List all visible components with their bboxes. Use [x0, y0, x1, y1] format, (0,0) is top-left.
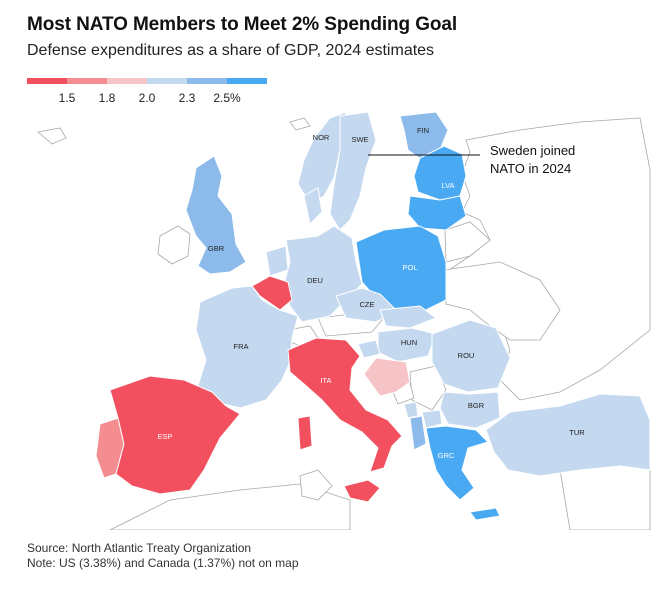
country-mne [403, 401, 419, 419]
legend-swatch-1 [27, 78, 67, 84]
legend-swatch-2 [67, 78, 107, 84]
country-ita-sicily [343, 479, 381, 503]
legend-swatch-3 [107, 78, 147, 84]
arctic-island [37, 127, 67, 145]
label-grc: GRC [438, 451, 455, 460]
north-africa-shape [109, 483, 351, 530]
label-pol: POL [402, 263, 417, 272]
country-nld [265, 245, 289, 277]
country-grc-crete [469, 507, 501, 521]
country-dnk [303, 187, 323, 226]
legend-swatch-6 [227, 78, 267, 84]
label-lva: LVA [441, 181, 454, 190]
label-swe: SWE [351, 135, 368, 144]
country-ltu [407, 195, 467, 231]
legend-tick-4: 2.3 [178, 91, 196, 105]
legend-color-bar [27, 78, 267, 84]
source-note: Source: North Atlantic Treaty Organizati… [27, 541, 252, 555]
country-rou [431, 319, 511, 393]
country-svk [379, 305, 438, 329]
non-member-countries [37, 117, 651, 530]
belarus-shape [444, 221, 491, 263]
country-bel [251, 275, 293, 311]
chart-title: Most NATO Members to Meet 2% Spending Go… [27, 14, 458, 35]
legend-tick-5: 2.5% [213, 91, 241, 105]
country-fra [195, 285, 299, 409]
middle-east-shape [559, 461, 651, 530]
europe-map: NOR SWE FIN GBR LVA POL DEU CZE FRA HUN … [37, 111, 651, 530]
country-gbr [185, 155, 247, 275]
country-swe [329, 111, 377, 231]
label-gbr: GBR [208, 244, 225, 253]
nato-countries [95, 111, 651, 521]
label-tur: TUR [569, 428, 585, 437]
legend-tick-1: 1.5 [58, 91, 76, 105]
label-bgr: BGR [468, 401, 485, 410]
country-hrv [363, 357, 411, 397]
label-rou: ROU [458, 351, 475, 360]
country-grc [425, 425, 489, 501]
label-hun: HUN [401, 338, 417, 347]
label-nor: NOR [313, 133, 330, 142]
country-ita-sardinia [297, 415, 313, 451]
country-mkd [421, 409, 443, 429]
label-fin: FIN [417, 126, 429, 135]
color-legend: 1.5 1.8 2.0 2.3 2.5% [27, 78, 267, 108]
arctic-island-2 [289, 117, 311, 131]
ukraine-shape [443, 261, 561, 341]
ireland-shape [157, 225, 191, 265]
legend-swatch-4 [147, 78, 187, 84]
tunisia-shape [299, 469, 333, 501]
label-fra: FRA [234, 342, 249, 351]
footnote: Note: US (3.38%) and Canada (1.37%) not … [27, 556, 299, 570]
country-tur [485, 393, 651, 477]
legend-swatch-5 [187, 78, 227, 84]
annotation-line-2: NATO in 2024 [490, 161, 571, 176]
country-bgr [439, 391, 501, 429]
legend-tick-3: 2.0 [138, 91, 156, 105]
country-ita [287, 337, 403, 473]
label-cze: CZE [360, 300, 375, 309]
chart-subtitle: Defense expenditures as a share of GDP, … [27, 42, 435, 59]
annotation-line-1: Sweden joined [490, 143, 575, 158]
label-deu: DEU [307, 276, 323, 285]
legend-tick-2: 1.8 [98, 91, 116, 105]
country-alb [409, 415, 427, 451]
country-labels: NOR SWE FIN GBR LVA POL DEU CZE FRA HUN … [157, 126, 585, 460]
label-ita: ITA [320, 376, 331, 385]
label-esp: ESP [157, 432, 172, 441]
chart-footer: Source: North Atlantic Treaty Organizati… [27, 541, 299, 571]
country-esp [109, 375, 241, 495]
country-svn [357, 339, 381, 359]
